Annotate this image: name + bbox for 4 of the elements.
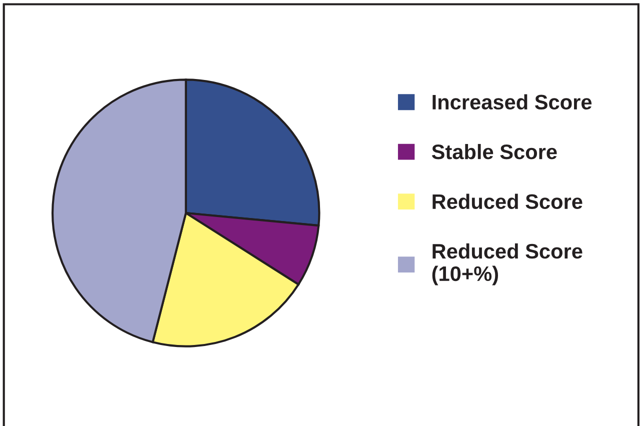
- legend-label: Increased Score: [432, 94, 592, 110]
- legend-label: Reduced Score: [432, 194, 582, 210]
- legend-label: Reduced Score (10+%): [432, 243, 582, 286]
- legend-label: Stable Score: [432, 144, 557, 160]
